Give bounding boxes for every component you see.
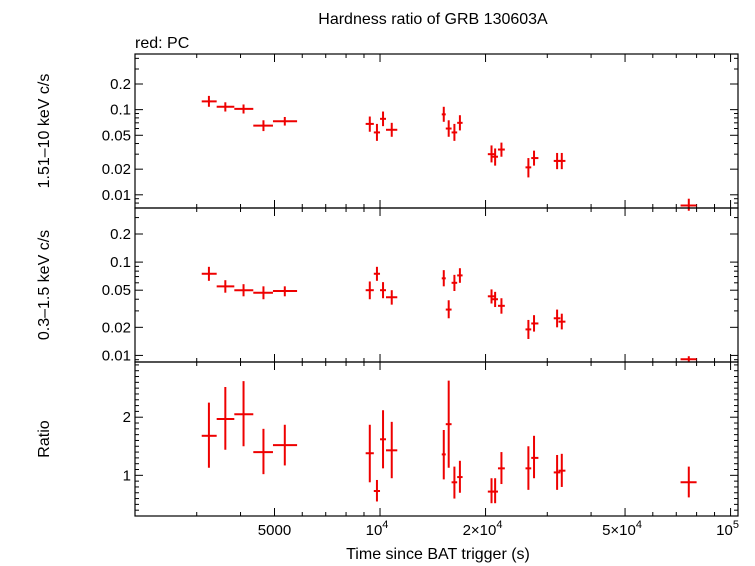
chart-annotation: red: PC xyxy=(135,35,189,52)
y-tick-label: 0.01 xyxy=(102,187,131,204)
data-point xyxy=(525,158,532,178)
panel-frame-ratio xyxy=(134,361,739,517)
panels: 0.20.10.050.020.011.51–10 keV c/s0.20.10… xyxy=(36,53,739,539)
data-point xyxy=(253,428,273,475)
y-axis-label-ratio: Ratio xyxy=(36,420,53,457)
data-point xyxy=(201,266,217,281)
data-point xyxy=(680,356,697,362)
y-tick-label: 0.05 xyxy=(102,282,131,299)
data-point xyxy=(531,150,539,166)
y-tick-label: 0.02 xyxy=(102,161,131,178)
data-point xyxy=(216,386,235,450)
x-tick-label: 5×104 xyxy=(602,519,642,539)
data-point xyxy=(441,106,446,122)
data-point xyxy=(234,381,254,447)
data-point xyxy=(680,198,697,211)
data-point xyxy=(487,145,496,163)
data-point xyxy=(531,315,539,332)
data-point xyxy=(553,309,561,328)
x-tick-label: 105 xyxy=(716,519,739,539)
data-point xyxy=(216,280,235,293)
y-axis-label-hard: 1.51–10 keV c/s xyxy=(36,74,53,189)
y-tick-label: 2 xyxy=(123,409,131,426)
y-tick-label: 0.1 xyxy=(110,102,131,119)
data-point xyxy=(234,284,254,297)
data-point xyxy=(385,421,398,479)
panel-soft: 0.2 0.1 0.05 0.02 0.01 0.3–1.5 keV c/s xyxy=(36,207,739,364)
y-tick-label: 0.1 xyxy=(110,254,131,271)
data-point xyxy=(373,266,381,281)
data-point xyxy=(201,95,217,107)
data-point xyxy=(457,115,463,131)
y-tick-label: 0.2 xyxy=(110,76,131,93)
data-point xyxy=(451,274,458,292)
data-point xyxy=(201,402,217,468)
data-point xyxy=(553,454,561,490)
data-point xyxy=(253,120,273,132)
data-point xyxy=(380,111,386,127)
data-point xyxy=(445,120,452,137)
y-tick-label: 0.05 xyxy=(102,127,131,144)
data-point xyxy=(451,123,458,141)
panel-hard: 0.2 0.1 0.05 0.02 0.01 1.51–10 keV c/s xyxy=(36,53,739,211)
data-point xyxy=(380,410,386,469)
data-point xyxy=(451,466,458,499)
data-point xyxy=(272,116,298,126)
data-point xyxy=(385,290,398,305)
x-tick-label: 5000 xyxy=(258,522,291,539)
data-point xyxy=(531,435,539,479)
y-tick-label: 0.2 xyxy=(110,226,131,243)
data-point xyxy=(365,424,374,483)
data-point xyxy=(445,380,452,468)
data-point xyxy=(492,148,498,166)
data-point xyxy=(558,152,566,170)
data-point xyxy=(385,122,398,137)
data-point xyxy=(680,466,697,498)
data-point xyxy=(272,286,298,297)
chart-title: Hardness ratio of GRB 130603A xyxy=(318,11,548,28)
y-tick-label: 1 xyxy=(123,467,131,484)
data-point xyxy=(497,298,505,314)
data-point xyxy=(525,446,532,490)
data-point xyxy=(234,104,254,114)
data-point xyxy=(497,452,505,485)
data-point xyxy=(525,319,532,339)
data-point xyxy=(365,281,374,300)
data-point xyxy=(457,268,463,283)
data-point xyxy=(272,424,298,466)
data-point xyxy=(373,479,381,502)
x-tick-label: 2×104 xyxy=(463,519,503,539)
data-point xyxy=(487,289,496,304)
y-tick-label: 0.01 xyxy=(102,347,131,364)
data-point xyxy=(497,142,505,157)
data-point xyxy=(457,460,463,493)
data-point xyxy=(441,270,446,287)
data-point xyxy=(373,123,381,141)
x-tick-label: 104 xyxy=(366,519,389,539)
y-axis-label-soft: 0.3–1.5 keV c/s xyxy=(36,230,53,340)
x-axis-label: Time since BAT trigger (s) xyxy=(346,546,530,563)
data-point xyxy=(380,282,386,299)
data-point xyxy=(441,429,446,480)
panel-ratio: 2 1 Ratio xyxy=(36,361,739,517)
data-point xyxy=(492,291,498,308)
data-point xyxy=(492,478,498,504)
y-tick-label: 0.02 xyxy=(102,319,131,336)
data-point xyxy=(253,286,273,300)
data-point xyxy=(216,102,235,112)
data-point xyxy=(445,300,452,319)
panel-frame-hard xyxy=(134,53,739,209)
data-point xyxy=(365,116,374,132)
data-point xyxy=(558,453,566,487)
data-point xyxy=(558,313,566,330)
